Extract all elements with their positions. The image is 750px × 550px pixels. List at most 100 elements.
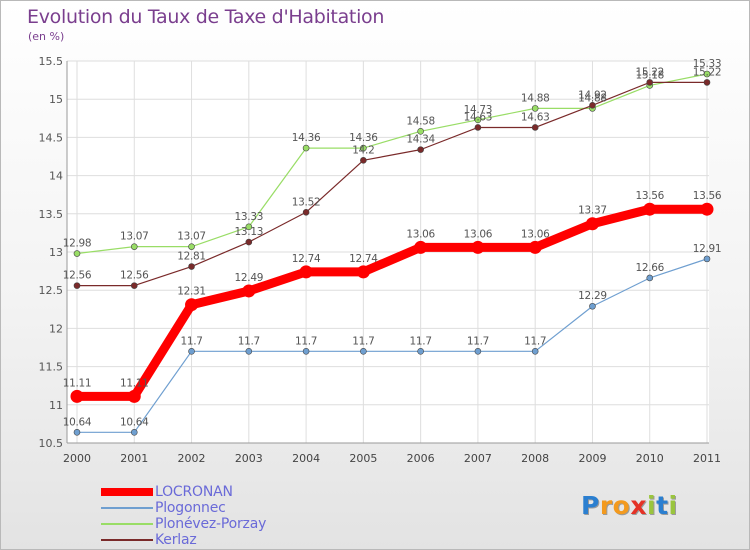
legend-swatch-plogonnec — [101, 507, 153, 509]
data-point-kerlaz — [73, 282, 81, 289]
data-label-plonevez-porzay: 13.07 — [120, 231, 149, 243]
x-tick-label: 2000 — [63, 452, 91, 465]
y-tick-label: 14 — [49, 170, 63, 183]
data-point-kerlaz — [360, 157, 367, 164]
data-point-plogonnec — [130, 429, 138, 436]
legend-item-kerlaz[interactable]: Kerlaz — [101, 532, 266, 548]
legend-item-locronan[interactable]: LOCRONAN — [101, 484, 266, 500]
data-point-plonevez-porzay — [531, 105, 539, 112]
data-point-kerlaz — [474, 124, 482, 131]
data-point-plogonnec — [531, 348, 539, 355]
data-label-kerlaz: 14.2 — [352, 144, 374, 156]
legend-label-plogonnec: Plogonnec — [155, 500, 226, 516]
data-point-plonevez-porzay — [360, 144, 367, 152]
legend-item-plogonnec[interactable]: Plogonnec — [101, 500, 266, 516]
data-point-kerlaz — [589, 102, 596, 109]
data-label-locronan: 13.06 — [464, 228, 493, 240]
data-label-plogonnec: 11.7 — [180, 335, 202, 347]
proxiti-logo: Proxiti — [581, 491, 678, 520]
data-label-plonevez-porzay: 14.58 — [406, 115, 435, 127]
data-label-plonevez-porzay: 13.33 — [235, 211, 264, 223]
data-point-kerlaz — [302, 208, 310, 216]
series-line-plonevez-porzay — [76, 73, 708, 255]
data-label-plogonnec: 11.7 — [524, 335, 546, 347]
y-tick-label: 15 — [49, 93, 63, 106]
data-point-locronan — [643, 202, 657, 216]
data-label-plonevez-porzay: 14.73 — [464, 104, 493, 116]
data-label-kerlaz: 14.63 — [521, 111, 550, 123]
data-label-plonevez-porzay: 15.18 — [635, 69, 664, 81]
data-point-kerlaz — [646, 79, 654, 86]
data-point-locronan — [356, 265, 370, 279]
x-tick-label: 2002 — [178, 452, 206, 465]
y-tick-label: 13.5 — [39, 208, 64, 221]
data-point-plonevez-porzay — [703, 70, 711, 78]
y-tick-label: 12 — [49, 322, 63, 335]
data-label-kerlaz: 12.56 — [63, 270, 92, 282]
data-label-kerlaz: 14.34 — [406, 134, 435, 146]
chart-legend: LOCRONAN Plogonnec Plonévez-Porzay Kerla… — [101, 484, 266, 548]
data-point-locronan — [528, 240, 542, 254]
data-label-kerlaz: 12.81 — [177, 251, 206, 263]
data-point-kerlaz — [245, 238, 253, 246]
data-point-locronan — [185, 298, 199, 312]
data-point-locronan — [299, 265, 313, 279]
data-label-plogonnec: 11.7 — [295, 335, 317, 347]
data-point-plonevez-porzay — [474, 116, 482, 124]
logo-letter: P — [581, 491, 600, 520]
data-point-plogonnec — [589, 302, 596, 310]
data-point-plogonnec — [245, 348, 253, 355]
data-label-locronan: 13.37 — [578, 205, 607, 217]
data-label-kerlaz: 15.22 — [635, 66, 664, 78]
data-point-locronan — [585, 217, 599, 231]
y-tick-label: 11 — [49, 399, 63, 412]
data-point-plogonnec — [703, 255, 711, 263]
data-point-locronan — [471, 240, 485, 254]
series-line-plogonnec — [77, 258, 708, 433]
data-label-plonevez-porzay: 14.36 — [349, 132, 378, 144]
data-point-plonevez-porzay — [245, 223, 253, 231]
y-tick-label: 11.5 — [39, 361, 64, 374]
data-label-plogonnec: 12.91 — [693, 243, 722, 255]
chart-unit-label: (en %) — [28, 30, 65, 43]
x-tick-label: 2004 — [292, 452, 320, 465]
legend-item-plonevez-porzay[interactable]: Plonévez-Porzay — [101, 516, 266, 532]
data-label-kerlaz: 13.52 — [292, 196, 321, 208]
data-point-plogonnec — [302, 348, 310, 355]
data-point-plonevez-porzay — [188, 243, 195, 250]
data-label-plogonnec: 12.66 — [635, 262, 664, 274]
data-point-kerlaz — [188, 263, 195, 270]
data-label-plogonnec: 10.64 — [120, 416, 149, 428]
data-point-kerlaz — [417, 146, 424, 153]
data-point-plonevez-porzay — [73, 250, 81, 257]
logo-letter: o — [612, 491, 631, 520]
data-label-locronan: 13.06 — [406, 228, 435, 240]
data-point-plogonnec — [474, 348, 482, 355]
data-label-locronan: 12.74 — [292, 253, 321, 265]
data-point-plonevez-porzay — [302, 144, 310, 152]
data-label-locronan: 11.11 — [120, 377, 149, 389]
data-point-locronan — [127, 389, 141, 403]
legend-label-plonevez-porzay: Plonévez-Porzay — [155, 516, 267, 532]
x-tick-label: 2001 — [120, 452, 148, 465]
data-point-plogonnec — [646, 274, 654, 282]
data-point-locronan — [700, 202, 714, 216]
y-tick-label: 15.5 — [39, 55, 64, 68]
data-label-plogonnec: 11.7 — [410, 335, 432, 347]
logo-letter: r — [599, 491, 613, 520]
series-line-locronan — [77, 204, 707, 401]
data-point-plogonnec — [360, 348, 367, 355]
legend-swatch-plonevez-porzay — [101, 523, 153, 525]
data-point-locronan — [70, 389, 84, 403]
data-label-kerlaz: 13.13 — [235, 226, 264, 238]
legend-swatch-kerlaz — [101, 539, 153, 541]
data-label-locronan: 13.56 — [693, 190, 722, 202]
data-point-kerlaz — [130, 282, 138, 289]
x-tick-label: 2005 — [349, 452, 377, 465]
data-label-locronan: 13.56 — [635, 190, 664, 202]
data-label-locronan: 11.11 — [63, 377, 92, 389]
data-label-kerlaz: 14.63 — [464, 111, 493, 123]
legend-swatch-locronan — [101, 488, 153, 496]
data-point-plogonnec — [417, 348, 424, 355]
